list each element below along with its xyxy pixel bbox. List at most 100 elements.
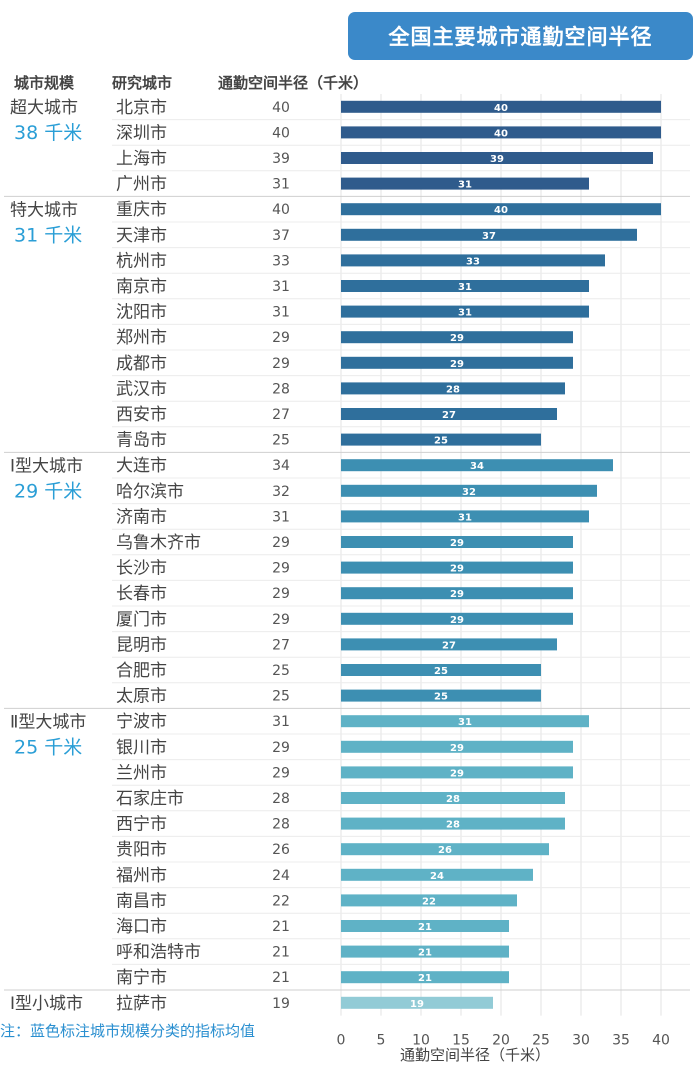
- footnote: 注：蓝色标注城市规模分类的指标均值: [0, 1022, 256, 1040]
- value-label: 31: [272, 714, 290, 730]
- value-label: 40: [272, 125, 290, 141]
- value-label: 21: [272, 970, 290, 986]
- bar-data-label: 21: [418, 948, 432, 959]
- bar-data-label: 39: [490, 154, 504, 165]
- value-label: 25: [272, 689, 290, 705]
- chart-title: 全国主要城市通勤空间半径: [348, 12, 693, 60]
- bar: [341, 920, 509, 932]
- bar-data-label: 31: [458, 180, 472, 191]
- value-label: 33: [272, 253, 290, 269]
- bar-data-label: 29: [450, 538, 464, 549]
- city-label: 大连市: [116, 456, 167, 476]
- city-label: 海口市: [116, 917, 167, 937]
- bar: [341, 484, 597, 497]
- city-label: 沈阳市: [116, 303, 167, 323]
- bar-data-label: 29: [450, 743, 464, 754]
- value-label: 29: [272, 765, 290, 781]
- value-label: 34: [272, 458, 290, 474]
- value-label: 40: [272, 202, 290, 218]
- x-tick-label: 0: [337, 1033, 346, 1049]
- city-label: 贵阳市: [116, 840, 167, 860]
- bar: [341, 894, 517, 907]
- x-tick-label: 35: [612, 1033, 630, 1049]
- group-label: Ⅰ型小城市: [10, 994, 83, 1014]
- value-label: 40: [272, 100, 290, 116]
- city-label: 武汉市: [116, 379, 167, 399]
- bar-data-label: 29: [450, 359, 464, 370]
- bar-data-label: 24: [430, 871, 444, 882]
- x-tick-label: 40: [652, 1033, 670, 1049]
- bar-data-label: 26: [438, 845, 452, 856]
- bar-data-label: 28: [446, 820, 460, 831]
- bar-data-label: 19: [410, 999, 424, 1010]
- city-label: 长沙市: [116, 559, 167, 579]
- value-label: 29: [272, 330, 290, 346]
- header-radius: 通勤空间半径（千米）: [218, 74, 369, 92]
- city-label: 银川市: [116, 738, 167, 758]
- bar: [341, 638, 557, 651]
- city-label: 福州市: [116, 866, 167, 886]
- bar: [341, 868, 533, 881]
- bar-data-label: 29: [450, 333, 464, 344]
- x-tick-label: 25: [532, 1033, 550, 1049]
- value-label: 29: [272, 535, 290, 551]
- bar-data-label: 29: [450, 564, 464, 575]
- bar-data-label: 33: [466, 256, 480, 267]
- value-label: 26: [272, 842, 290, 858]
- value-label: 37: [272, 228, 290, 244]
- bar: [341, 254, 605, 267]
- bar-data-label: 28: [446, 794, 460, 805]
- value-label: 21: [272, 919, 290, 935]
- city-label: 广州市: [116, 175, 167, 195]
- city-label: 南宁市: [116, 968, 167, 988]
- value-label: 31: [272, 279, 290, 295]
- bar-data-label: 22: [422, 896, 436, 907]
- bar-data-label: 25: [434, 692, 448, 703]
- group-label: Ⅰ型大城市: [10, 456, 83, 476]
- bar-data-label: 31: [458, 512, 472, 523]
- bar-data-label: 40: [494, 103, 508, 114]
- bar-data-label: 40: [494, 128, 508, 139]
- city-label: 重庆市: [116, 200, 167, 220]
- value-label: 27: [272, 637, 290, 653]
- value-label: 31: [272, 305, 290, 321]
- city-label: 呼和浩特市: [116, 943, 201, 963]
- bar-data-label: 25: [434, 436, 448, 447]
- city-label: 北京市: [116, 98, 167, 118]
- value-label: 29: [272, 612, 290, 628]
- bar-data-label: 34: [470, 461, 484, 472]
- city-label: 乌鲁木齐市: [116, 533, 201, 553]
- value-label: 31: [272, 509, 290, 525]
- city-label: 太原市: [116, 687, 167, 707]
- x-axis-label: 通勤空间半径（千米）: [400, 1046, 551, 1064]
- value-label: 29: [272, 740, 290, 756]
- bar-data-label: 32: [462, 487, 476, 498]
- x-tick-label: 20: [492, 1033, 510, 1049]
- bar-data-label: 31: [458, 282, 472, 293]
- city-label: 成都市: [116, 354, 167, 374]
- value-label: 28: [272, 381, 290, 397]
- x-tick-label: 5: [377, 1033, 386, 1049]
- bar-data-label: 29: [450, 589, 464, 600]
- bar: [341, 203, 661, 216]
- bar: [341, 408, 557, 420]
- group-label: 超大城市: [10, 98, 78, 118]
- bar: [341, 126, 661, 139]
- bar: [341, 382, 565, 395]
- city-label: 哈尔滨市: [116, 482, 184, 502]
- bar: [341, 996, 493, 1009]
- bar: [341, 945, 509, 958]
- bar-data-label: 37: [482, 231, 496, 242]
- group-mean: 25 千米: [14, 736, 82, 758]
- bar-data-label: 28: [446, 384, 460, 395]
- header-scale: 城市规模: [14, 74, 75, 92]
- bar-data-label: 25: [434, 666, 448, 677]
- city-label: 长春市: [116, 584, 167, 604]
- bar-data-label: 29: [450, 615, 464, 626]
- bar: [341, 843, 549, 856]
- city-label: 宁波市: [116, 712, 167, 732]
- bar: [341, 433, 541, 446]
- value-label: 28: [272, 791, 290, 807]
- value-label: 22: [272, 893, 290, 909]
